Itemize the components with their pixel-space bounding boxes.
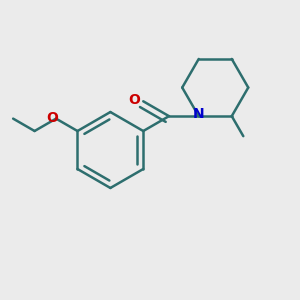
Text: O: O: [128, 93, 140, 106]
Text: O: O: [46, 111, 58, 125]
Text: N: N: [193, 107, 205, 122]
